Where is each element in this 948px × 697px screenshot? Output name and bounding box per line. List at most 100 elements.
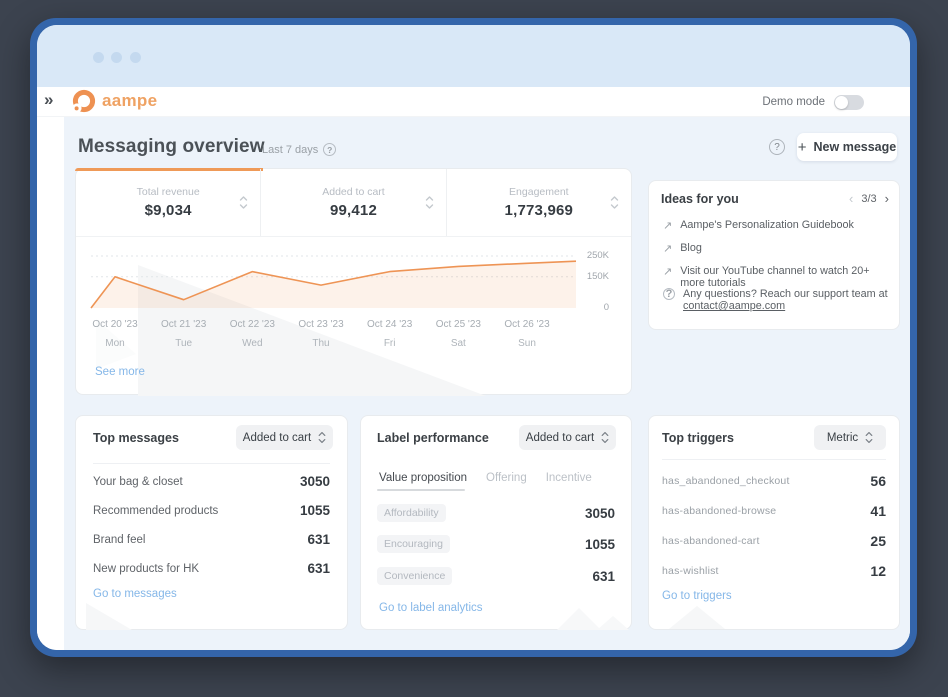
divider bbox=[662, 459, 886, 460]
trigger-row[interactable]: has-abandoned-browse 41 bbox=[662, 503, 886, 519]
chevron-updown-icon bbox=[601, 432, 609, 443]
chevron-updown-icon bbox=[865, 432, 873, 443]
trigger-name: has-abandoned-cart bbox=[662, 535, 760, 547]
label-row[interactable]: Encouraging 1055 bbox=[377, 535, 615, 553]
metric-value: $9,034 bbox=[144, 202, 192, 219]
sidebar-expand-icon[interactable]: » bbox=[44, 90, 54, 109]
chevron-updown-icon bbox=[318, 432, 326, 443]
trigger-name: has-wishlist bbox=[662, 565, 719, 577]
go-to-label-analytics-link[interactable]: Go to label analytics bbox=[379, 602, 483, 614]
message-row[interactable]: Brand feel 631 bbox=[93, 532, 330, 547]
x-axis-tick: Oct 21 '23 Tue bbox=[161, 319, 207, 349]
label-value: 1055 bbox=[584, 536, 615, 552]
message-name: Brand feel bbox=[93, 533, 146, 546]
trigger-row[interactable]: has-wishlist 12 bbox=[662, 563, 886, 579]
ideas-title: Ideas for you bbox=[661, 191, 739, 206]
metric-tab-total-revenue[interactable]: Total revenue $9,034 bbox=[76, 169, 260, 236]
y-axis-tick: 150K bbox=[586, 270, 609, 282]
message-row[interactable]: Your bag & closet 3050 bbox=[93, 474, 330, 489]
window-control-dot-3[interactable] bbox=[130, 52, 141, 63]
demo-mode-control: Demo mode bbox=[762, 87, 864, 117]
support-email-link[interactable]: contact@aampe.com bbox=[683, 300, 786, 312]
go-to-triggers-link[interactable]: Go to triggers bbox=[662, 590, 732, 602]
filter-value: Metric bbox=[826, 431, 859, 444]
metric-label: Added to cart bbox=[322, 186, 385, 198]
metric-tab-added-to-cart[interactable]: Added to cart 99,412 bbox=[260, 169, 445, 236]
toggle-knob bbox=[835, 95, 848, 109]
page-help-icon[interactable]: ? bbox=[769, 139, 785, 155]
see-more-link[interactable]: See more bbox=[95, 366, 145, 378]
main-content: Messaging overview Last 7 days ? ? + New… bbox=[64, 117, 910, 650]
label-row[interactable]: Affordability 3050 bbox=[377, 504, 615, 522]
message-row[interactable]: New products for HK 631 bbox=[93, 561, 330, 576]
pager-next-icon[interactable]: › bbox=[884, 191, 889, 206]
y-axis-tick: 0 bbox=[603, 302, 609, 313]
message-row[interactable]: Recommended products 1055 bbox=[93, 503, 330, 518]
message-name: New products for HK bbox=[93, 562, 200, 575]
pager-count: 3/3 bbox=[861, 192, 877, 205]
external-link-icon: ↗ bbox=[663, 243, 673, 255]
tab-offering[interactable]: Offering bbox=[486, 472, 527, 484]
label-performance-filter-dropdown[interactable]: Added to cart bbox=[519, 425, 616, 450]
message-value: 631 bbox=[307, 561, 330, 576]
active-tab-underline bbox=[377, 489, 465, 491]
x-axis-tick: Oct 26 '23 Sun bbox=[504, 319, 550, 349]
active-metric-indicator bbox=[75, 168, 263, 171]
plus-icon: + bbox=[797, 138, 807, 156]
tab-incentive[interactable]: Incentive bbox=[545, 472, 592, 484]
idea-link-guidebook[interactable]: ↗ Aampe's Personalization Guidebook bbox=[663, 219, 891, 232]
x-axis-tick: Oct 24 '23 Fri bbox=[367, 319, 413, 349]
new-message-button[interactable]: + New message bbox=[797, 133, 897, 161]
filter-value: Added to cart bbox=[242, 431, 312, 444]
label-row[interactable]: Convenience 631 bbox=[377, 567, 615, 585]
browser-window: » aampe Demo mode bbox=[37, 25, 910, 650]
top-triggers-panel: Top triggers Metric has_abandoned_checko… bbox=[648, 415, 900, 630]
range-help-icon[interactable]: ? bbox=[323, 143, 337, 156]
window-control-dot-2[interactable] bbox=[111, 52, 122, 63]
filter-value: Added to cart bbox=[525, 431, 595, 444]
x-axis-tick: Oct 20 '23 Mon bbox=[92, 319, 138, 349]
page-title: Messaging overview bbox=[78, 136, 265, 157]
x-axis-tick: Oct 23 '23 Thu bbox=[298, 319, 344, 349]
trigger-name: has_abandoned_checkout bbox=[662, 475, 790, 487]
demo-mode-toggle[interactable] bbox=[834, 94, 864, 110]
label-performance-title: Label performance bbox=[377, 431, 489, 445]
message-value: 631 bbox=[307, 532, 330, 547]
label-value: 631 bbox=[592, 568, 615, 584]
idea-link-blog[interactable]: ↗ Blog bbox=[663, 242, 891, 255]
trigger-row[interactable]: has_abandoned_checkout 56 bbox=[662, 473, 886, 489]
metric-value: 99,412 bbox=[329, 202, 378, 219]
label-tabs: Value proposition Offering Incentive bbox=[379, 472, 592, 484]
window-control-dot-1[interactable] bbox=[93, 52, 104, 63]
idea-support: ? Any questions? Reach our support team … bbox=[663, 288, 891, 312]
top-triggers-filter-dropdown[interactable]: Metric bbox=[814, 425, 886, 450]
ideas-pager: ‹ 3/3 › bbox=[849, 191, 889, 206]
message-name: Recommended products bbox=[93, 504, 219, 517]
idea-text: Any questions? Reach our support team at… bbox=[683, 288, 891, 312]
external-link-icon: ↗ bbox=[663, 266, 673, 278]
metric-selector-icon[interactable] bbox=[239, 195, 248, 210]
metric-selector-icon[interactable] bbox=[610, 195, 619, 210]
new-message-label: New message bbox=[813, 140, 897, 154]
aampe-logo[interactable]: aampe bbox=[72, 89, 157, 113]
metric-tab-engagement[interactable]: Engagement 1,773,969 bbox=[445, 169, 631, 236]
metric-selector-icon[interactable] bbox=[425, 195, 434, 210]
app-topbar: » aampe Demo mode bbox=[37, 87, 910, 117]
trigger-row[interactable]: has-abandoned-cart 25 bbox=[662, 533, 886, 549]
tab-value-proposition[interactable]: Value proposition bbox=[379, 472, 468, 484]
go-to-messages-link[interactable]: Go to messages bbox=[93, 588, 177, 600]
demo-mode-label: Demo mode bbox=[762, 96, 825, 108]
trend-chart bbox=[90, 255, 577, 309]
pager-prev-icon[interactable]: ‹ bbox=[849, 191, 854, 206]
idea-text: Aampe's Personalization Guidebook bbox=[680, 219, 854, 231]
top-messages-panel: Top messages Added to cart Your bag & cl… bbox=[75, 415, 348, 630]
trigger-value: 56 bbox=[870, 473, 886, 489]
divider bbox=[93, 463, 330, 464]
metric-label: Engagement bbox=[509, 186, 569, 198]
idea-text: Blog bbox=[680, 242, 702, 254]
label-performance-panel: Label performance Added to cart Value pr… bbox=[360, 415, 632, 630]
idea-link-youtube[interactable]: ↗ Visit our YouTube channel to watch 20+… bbox=[663, 265, 891, 289]
top-messages-filter-dropdown[interactable]: Added to cart bbox=[236, 425, 333, 450]
label-value: 3050 bbox=[584, 505, 615, 521]
